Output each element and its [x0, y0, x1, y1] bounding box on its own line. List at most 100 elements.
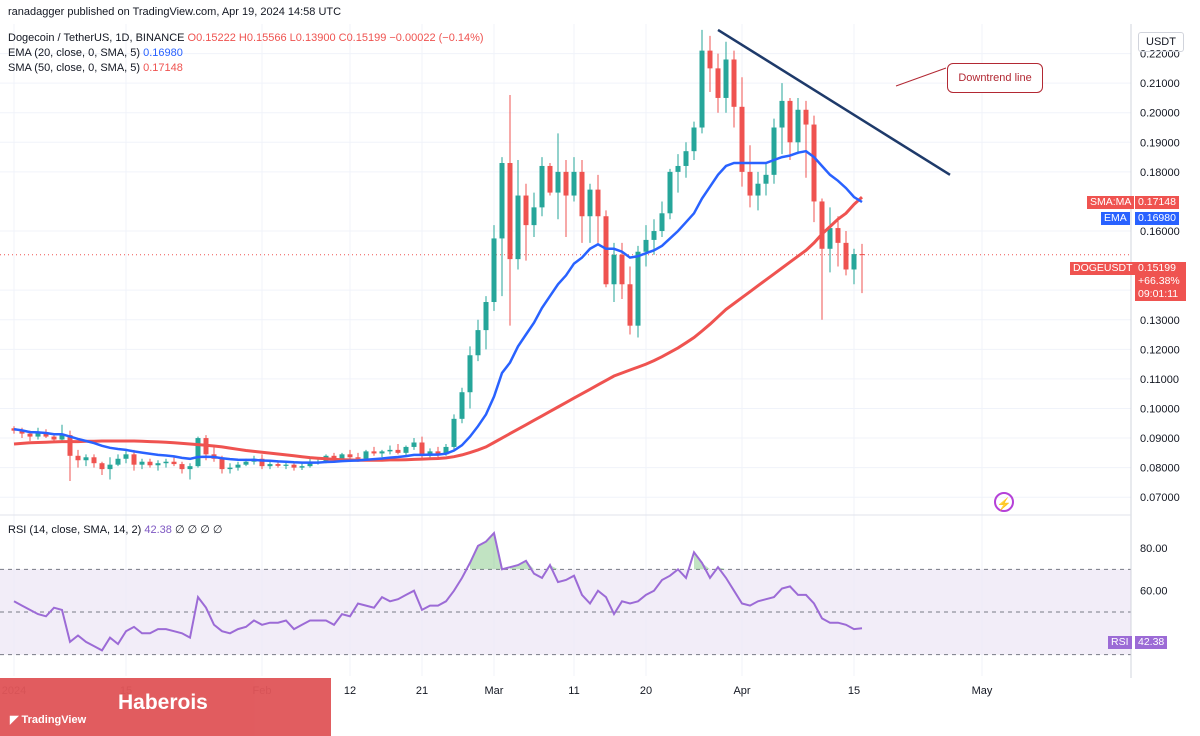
candle [259, 458, 265, 467]
time-tick-label: 11 [568, 685, 579, 697]
candle [131, 454, 137, 465]
price-tick-label: 0.11000 [1140, 374, 1179, 386]
rsi-band [0, 569, 1131, 655]
candle [603, 216, 609, 285]
candle [75, 455, 81, 461]
candle [435, 451, 441, 455]
candle [755, 183, 761, 196]
sma-tag-value: 0.17148 [1135, 196, 1179, 209]
rsi-tag-name: RSI [1108, 636, 1132, 649]
candle [563, 171, 569, 196]
candle [67, 435, 73, 456]
candle [403, 446, 409, 453]
candle [451, 418, 457, 447]
candle [219, 458, 225, 470]
candle [99, 463, 105, 470]
currency-unit-button[interactable]: USDT [1138, 32, 1184, 52]
ema-legend[interactable]: EMA (20, close, 0, SMA, 5) 0.16980 [8, 47, 183, 59]
sma-tag-name: SMA:MA [1087, 196, 1135, 209]
price-tick-label: 0.12000 [1140, 344, 1180, 356]
ema-tag-name: EMA [1101, 212, 1130, 225]
candle [379, 451, 385, 454]
candle [811, 124, 817, 202]
candle [459, 392, 465, 419]
candle [51, 436, 57, 440]
candle [107, 464, 113, 470]
candle [523, 195, 529, 226]
candle [483, 302, 489, 331]
candle [859, 254, 865, 256]
candle [507, 163, 513, 260]
candle [827, 228, 833, 249]
sma50-line [13, 195, 864, 462]
candle [291, 464, 297, 468]
candle [299, 466, 305, 468]
candle [587, 189, 593, 217]
rsi-legend-value: 42.38 [144, 524, 172, 536]
watermark-banner: Haberois [0, 678, 331, 736]
candle [531, 207, 537, 226]
price-axis-ticks: 0.220000.210000.200000.190000.180000.160… [1140, 49, 1180, 505]
candle [731, 59, 737, 107]
ema-legend-label: EMA (20, close, 0, SMA, 5) [8, 47, 141, 59]
price-tick-label: 0.08000 [1140, 463, 1180, 475]
grid [0, 24, 1131, 676]
candle [539, 165, 545, 208]
candle [411, 442, 417, 447]
candle [643, 239, 649, 252]
time-tick-label: May [972, 685, 993, 697]
candle [243, 461, 249, 465]
price-tag-value: 0.15199 [1138, 262, 1176, 274]
candle [547, 165, 553, 193]
price-tick-label: 0.18000 [1140, 167, 1180, 179]
candle [419, 442, 425, 456]
ema20-line [13, 149, 863, 464]
candle [499, 163, 505, 239]
candle [683, 151, 689, 166]
candle [235, 464, 241, 468]
candle [123, 454, 129, 459]
symbol-tag: DOGEUSDT [1070, 262, 1136, 275]
annotation-arrow [895, 67, 947, 87]
candle [739, 106, 745, 172]
candle [395, 449, 401, 453]
candle [355, 457, 361, 459]
candle [83, 457, 89, 461]
candle [147, 461, 153, 466]
candle [371, 451, 377, 454]
lightning-icon[interactable]: ⚡ [994, 492, 1014, 512]
candle [611, 254, 617, 285]
tradingview-logo-text: TradingView [21, 714, 87, 726]
rsi-legend-label: RSI (14, close, SMA, 14, 2) [8, 524, 142, 536]
candle [843, 242, 849, 270]
price-tag-countdown: 09:01:11 [1138, 288, 1179, 300]
candle [747, 171, 753, 196]
candle [835, 228, 841, 243]
candle [779, 100, 785, 128]
sma-legend[interactable]: SMA (50, close, 0, SMA, 5) 0.17148 [8, 62, 183, 74]
candle [387, 449, 393, 452]
candle [771, 127, 777, 175]
candle [787, 100, 793, 143]
candle [555, 171, 561, 193]
candle [659, 213, 665, 232]
candle [627, 284, 633, 326]
rsi-legend[interactable]: RSI (14, close, SMA, 14, 2) 42.38 ∅ ∅ ∅ … [8, 523, 222, 536]
candle [139, 461, 145, 465]
candle [267, 464, 273, 467]
candle [443, 446, 449, 455]
rsi-tick-label: 60.00 [1140, 586, 1168, 598]
candle [475, 330, 481, 356]
candle [651, 231, 657, 240]
candle [795, 109, 801, 143]
price-tag: 0.15199 +66.38% 09:01:11 [1135, 262, 1186, 301]
price-tick-label: 0.21000 [1140, 78, 1180, 90]
tradingview-logo: ◤ TradingView [10, 713, 86, 726]
candle [179, 464, 185, 470]
rsi-line [13, 531, 863, 652]
candle [467, 355, 473, 393]
rsi-tag-value: 42.38 [1135, 636, 1168, 649]
ema-legend-value: 0.16980 [143, 47, 183, 59]
candle [227, 467, 233, 470]
